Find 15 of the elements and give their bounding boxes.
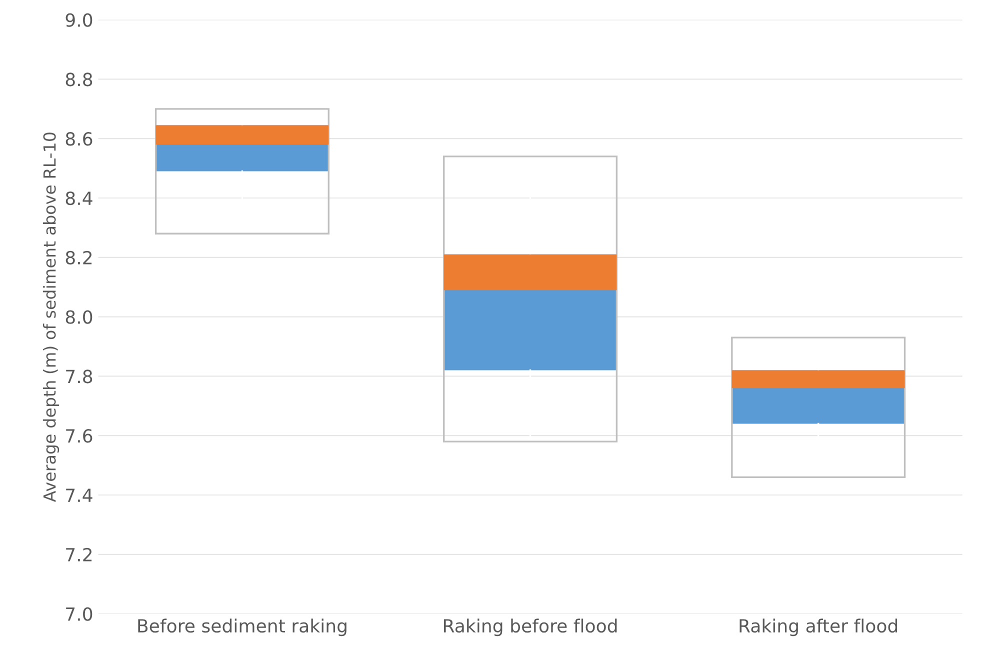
y-tick-label: 7.8 <box>66 370 92 384</box>
y-tick-label: 8.2 <box>66 250 92 265</box>
x-tick-label: Before sediment raking <box>138 618 346 636</box>
y-tick-label: 7.6 <box>66 429 92 443</box>
y-tick-label: 7.0 <box>66 607 92 621</box>
y-tick-label: 8.0 <box>66 310 92 324</box>
y-tick-label: 7.4 <box>66 488 92 502</box>
y-tick-label: 8.8 <box>66 72 92 86</box>
y-tick-label: 7.2 <box>66 548 92 562</box>
x-tick-label: Raking after flood <box>740 618 898 636</box>
y-tick-label: 9.0 <box>66 13 92 27</box>
y-tick-label: 8.4 <box>66 191 92 206</box>
y-tick-label: 8.6 <box>66 132 92 146</box>
y-axis-title: Average depth (m) of sediment above RL-10 <box>42 132 60 502</box>
x-tick-label: Raking before flood <box>444 618 617 636</box>
